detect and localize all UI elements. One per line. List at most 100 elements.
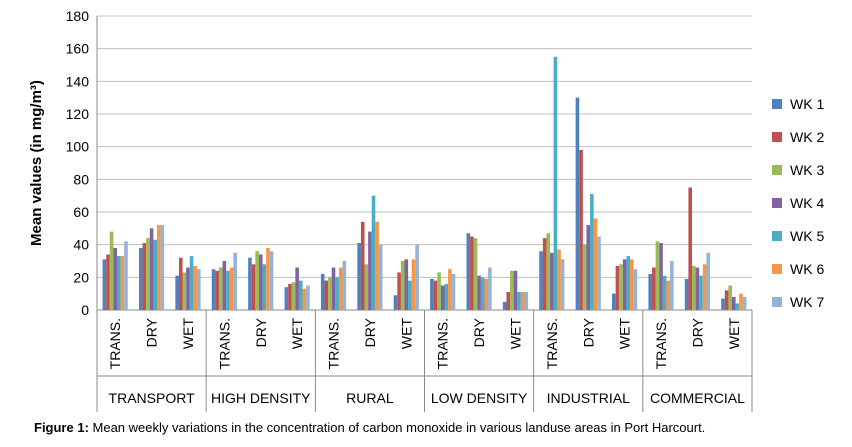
bar: [630, 259, 634, 310]
bar: [732, 296, 736, 310]
bar: [622, 259, 627, 310]
bar: [448, 269, 452, 310]
x-subcategory-label: DRY: [471, 317, 487, 347]
bar: [579, 149, 583, 310]
bar: [655, 241, 660, 310]
bar: [670, 261, 674, 310]
bar: [324, 280, 329, 310]
bar: [186, 267, 190, 310]
x-subcategory-label: WET: [398, 318, 414, 350]
bar: [251, 264, 256, 310]
bar: [444, 283, 449, 310]
bar: [437, 272, 441, 310]
bar: [513, 270, 518, 310]
y-tick-label: 180: [66, 8, 90, 24]
y-tick-label: 100: [66, 139, 90, 155]
bar: [560, 259, 565, 310]
x-subcategory-label: TRANS.: [216, 318, 232, 369]
bar: [706, 252, 711, 310]
bar: [724, 290, 729, 310]
x-group-label: INDUSTRIAL: [547, 390, 630, 406]
x-subcategory-label: TRANS.: [107, 318, 123, 369]
bar: [415, 244, 419, 310]
y-tick-label: 60: [73, 204, 89, 220]
bar: [586, 225, 591, 310]
bar: [178, 257, 183, 310]
bar: [466, 233, 471, 310]
legend-swatch: [772, 132, 782, 142]
bar: [368, 231, 372, 310]
bar: [662, 275, 667, 310]
bar: [342, 261, 347, 310]
bar: [408, 280, 412, 310]
bar: [262, 264, 267, 310]
legend-label: WK 4: [790, 195, 824, 211]
bar: [375, 221, 379, 310]
figure-caption: Figure 1: Mean weekly variations in the …: [34, 420, 705, 435]
x-subcategory-label: TRANS.: [435, 318, 451, 369]
bar: [393, 295, 398, 310]
bar: [411, 259, 416, 310]
x-subcategory-label: DRY: [144, 317, 160, 347]
bar: [248, 257, 252, 310]
bar: [364, 264, 369, 310]
x-subcategory-label: WET: [507, 318, 523, 350]
bar: [633, 269, 638, 310]
bar: [524, 292, 529, 310]
bar: [470, 236, 474, 310]
x-subcategory-label: DRY: [253, 317, 269, 347]
bar: [255, 251, 259, 310]
bar: [473, 238, 478, 310]
legend-label: WK 3: [790, 162, 824, 178]
bar: [728, 285, 733, 310]
legend-label: WK 2: [790, 129, 824, 145]
bar: [553, 56, 558, 311]
bar: [484, 278, 489, 310]
bar: [116, 256, 121, 310]
bar: [593, 218, 598, 310]
bar: [542, 238, 547, 310]
caption-label: Figure 1:: [34, 420, 89, 435]
bar: [400, 261, 405, 310]
legend-swatch: [772, 165, 782, 175]
legend-swatch: [772, 231, 782, 241]
bar: [153, 239, 157, 310]
bar: [517, 292, 521, 310]
bar: [590, 194, 594, 310]
bar: [182, 272, 187, 310]
bar: [226, 270, 230, 310]
bar: [218, 267, 223, 310]
caption-text: Mean weekly variations in the concentrat…: [88, 420, 706, 435]
bar: [739, 293, 743, 310]
bar: [430, 278, 434, 310]
bar: [331, 267, 336, 310]
bar: [440, 285, 445, 310]
x-subcategory-label: TRANS.: [544, 318, 560, 369]
bar: [721, 298, 725, 310]
x-subcategory-label: WET: [289, 318, 305, 350]
legend-swatch: [772, 297, 782, 307]
bar: [106, 254, 110, 310]
bar: [328, 277, 332, 310]
bar: [378, 244, 383, 310]
bar: [742, 296, 747, 310]
bar: [258, 254, 263, 310]
bar: [175, 275, 179, 310]
bar: [648, 274, 653, 310]
bar: [692, 265, 696, 310]
bar: [510, 270, 514, 310]
legend-label: WK 7: [790, 294, 824, 310]
bar: [502, 301, 507, 310]
bar: [615, 265, 620, 310]
bar: [338, 267, 343, 310]
bar: [360, 221, 365, 310]
bar: [298, 280, 303, 310]
bar: [211, 269, 216, 310]
bar: [550, 252, 554, 310]
bar: [266, 247, 270, 310]
bar: [480, 277, 485, 310]
x-subcategory-label: WET: [617, 318, 633, 350]
y-axis-title: Mean values (in mg/m³): [28, 80, 45, 246]
bar: [652, 267, 656, 310]
